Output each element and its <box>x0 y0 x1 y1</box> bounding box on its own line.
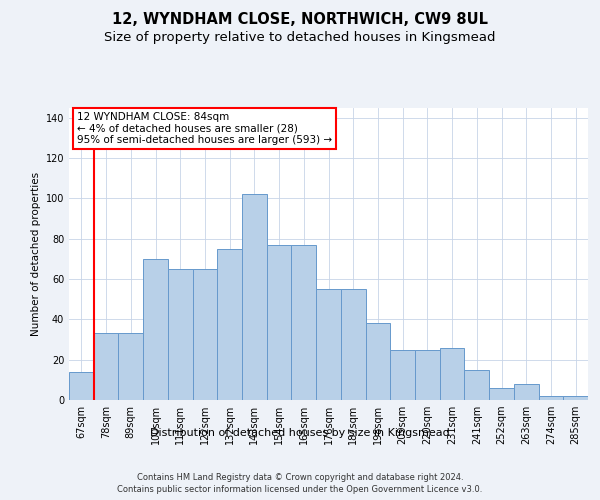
Text: 12, WYNDHAM CLOSE, NORTHWICH, CW9 8UL: 12, WYNDHAM CLOSE, NORTHWICH, CW9 8UL <box>112 12 488 28</box>
Bar <box>514 384 539 400</box>
Bar <box>563 396 588 400</box>
Bar <box>489 388 514 400</box>
Bar <box>390 350 415 400</box>
Bar <box>94 334 118 400</box>
Bar <box>242 194 267 400</box>
Bar <box>193 269 217 400</box>
Bar <box>69 372 94 400</box>
Bar <box>143 259 168 400</box>
Bar <box>217 248 242 400</box>
Bar <box>292 244 316 400</box>
Bar <box>440 348 464 400</box>
Bar <box>464 370 489 400</box>
Text: 12 WYNDHAM CLOSE: 84sqm
← 4% of detached houses are smaller (28)
95% of semi-det: 12 WYNDHAM CLOSE: 84sqm ← 4% of detached… <box>77 112 332 145</box>
Y-axis label: Number of detached properties: Number of detached properties <box>31 172 41 336</box>
Bar <box>267 244 292 400</box>
Bar <box>316 289 341 400</box>
Bar <box>415 350 440 400</box>
Bar <box>539 396 563 400</box>
Text: Contains HM Land Registry data © Crown copyright and database right 2024.: Contains HM Land Registry data © Crown c… <box>137 472 463 482</box>
Text: Contains public sector information licensed under the Open Government Licence v3: Contains public sector information licen… <box>118 485 482 494</box>
Text: Distribution of detached houses by size in Kingsmead: Distribution of detached houses by size … <box>150 428 450 438</box>
Bar <box>341 289 365 400</box>
Bar <box>118 334 143 400</box>
Bar <box>168 269 193 400</box>
Bar <box>365 324 390 400</box>
Text: Size of property relative to detached houses in Kingsmead: Size of property relative to detached ho… <box>104 31 496 44</box>
